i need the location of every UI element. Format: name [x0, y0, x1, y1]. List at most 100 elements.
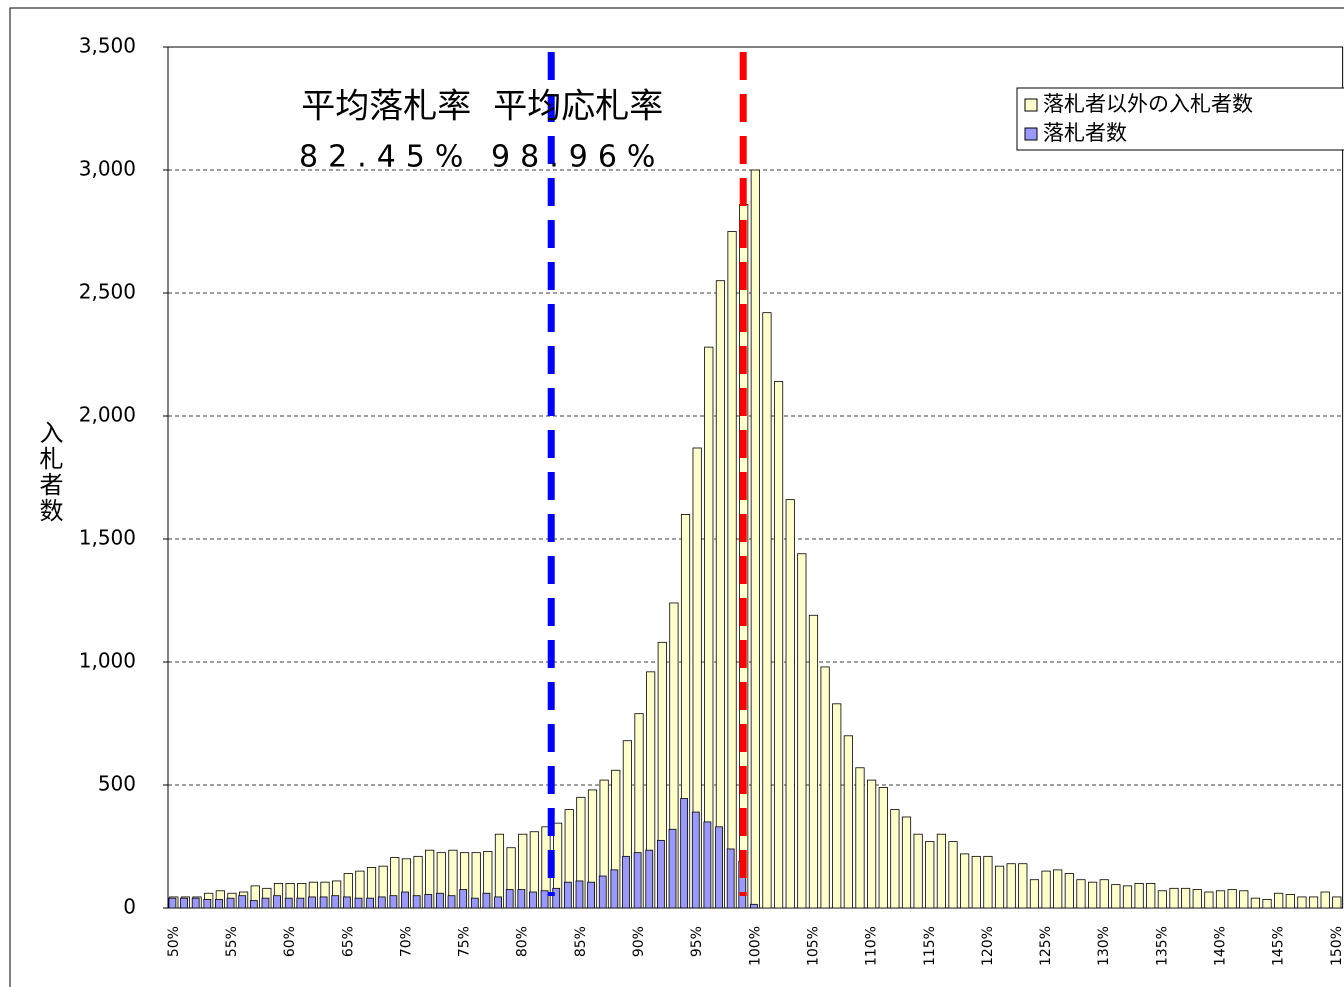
bar	[1018, 863, 1028, 909]
y-tick-label: 1,500	[79, 526, 136, 550]
bar	[575, 880, 584, 909]
legend-label: 落札者数	[1043, 121, 1127, 145]
bar	[715, 280, 726, 909]
bar	[180, 897, 188, 909]
bar	[1053, 869, 1063, 909]
x-tick-label: 135%	[1154, 926, 1170, 966]
bar	[168, 897, 177, 909]
bar	[645, 849, 654, 909]
x-tick-label: 60%	[282, 926, 298, 957]
bar	[319, 896, 328, 909]
bar	[273, 895, 281, 909]
x-tick-label: 130%	[1096, 926, 1112, 966]
bar	[703, 821, 712, 909]
x-tick-label: 100%	[747, 926, 763, 966]
bar	[354, 897, 363, 909]
bar	[1262, 898, 1272, 909]
bar	[1169, 887, 1179, 909]
bar	[773, 381, 784, 909]
bar	[1099, 879, 1109, 909]
bar	[331, 895, 340, 909]
bar	[540, 890, 549, 909]
bar	[1134, 883, 1144, 909]
bar	[447, 895, 456, 909]
bar	[191, 897, 200, 909]
bar	[890, 809, 900, 909]
x-tick-label: 80%	[515, 926, 531, 957]
bar	[878, 787, 888, 909]
bar	[832, 703, 842, 909]
bar	[1041, 870, 1051, 909]
bar	[610, 869, 619, 909]
x-tick-label: 140%	[1213, 926, 1229, 966]
x-tick-label: 85%	[573, 926, 589, 957]
bar	[750, 169, 760, 909]
bar	[401, 891, 409, 909]
x-tick-label: 115%	[922, 926, 938, 966]
annotation-title: 平均応札率	[493, 87, 663, 127]
annotation-value: 98.96%	[491, 140, 665, 175]
bar	[925, 841, 935, 909]
annotation-title: 平均落札率	[301, 87, 471, 127]
bar	[1122, 885, 1133, 909]
bar	[1146, 883, 1156, 909]
bar	[1076, 879, 1086, 909]
x-tick-label: 65%	[340, 926, 356, 957]
bar	[1181, 887, 1191, 909]
bar	[960, 853, 970, 909]
bar	[680, 798, 689, 909]
bar	[983, 855, 993, 909]
bar	[901, 816, 912, 909]
bar	[494, 896, 502, 909]
y-tick-label: 3,500	[79, 34, 136, 58]
bar	[587, 881, 595, 909]
bar	[1285, 894, 1295, 909]
bar	[797, 553, 807, 909]
bar	[1274, 892, 1284, 909]
bar	[482, 892, 491, 909]
bar	[505, 889, 514, 909]
x-tick-label: 50%	[166, 926, 182, 957]
y-tick-label: 2,000	[79, 403, 136, 427]
bar	[389, 895, 398, 909]
bar	[668, 828, 677, 909]
bar	[203, 898, 212, 909]
x-tick-label: 75%	[457, 926, 473, 957]
bar	[785, 499, 795, 909]
bar	[424, 894, 433, 909]
legend-swatch	[1024, 98, 1038, 112]
bar	[1087, 881, 1098, 909]
bar	[750, 903, 758, 909]
bar	[1204, 891, 1214, 909]
bar	[342, 896, 351, 909]
bar	[377, 896, 386, 909]
bar	[1239, 890, 1249, 909]
bar	[971, 855, 981, 909]
bar	[366, 897, 375, 909]
bar	[936, 833, 946, 909]
y-tick-label: 2,500	[79, 280, 136, 304]
bar	[867, 779, 877, 909]
bar	[296, 897, 305, 909]
bar	[1297, 896, 1307, 909]
x-tick-label: 150%	[1329, 926, 1344, 966]
bar	[249, 900, 258, 909]
bar	[1064, 873, 1074, 909]
legend-box	[1016, 87, 1344, 151]
bar	[656, 839, 665, 909]
bar	[843, 735, 853, 909]
bar	[820, 666, 830, 909]
bar	[913, 833, 923, 909]
bar	[726, 848, 735, 909]
bar	[1308, 896, 1319, 909]
x-tick-label: 105%	[805, 926, 821, 966]
bar	[1250, 897, 1260, 909]
bar	[622, 855, 630, 909]
x-tick-label: 95%	[689, 926, 705, 957]
y-tick-label: 0	[123, 895, 136, 919]
bar	[215, 898, 223, 909]
bar	[1006, 863, 1016, 909]
bar	[855, 767, 865, 909]
bar	[226, 897, 235, 909]
